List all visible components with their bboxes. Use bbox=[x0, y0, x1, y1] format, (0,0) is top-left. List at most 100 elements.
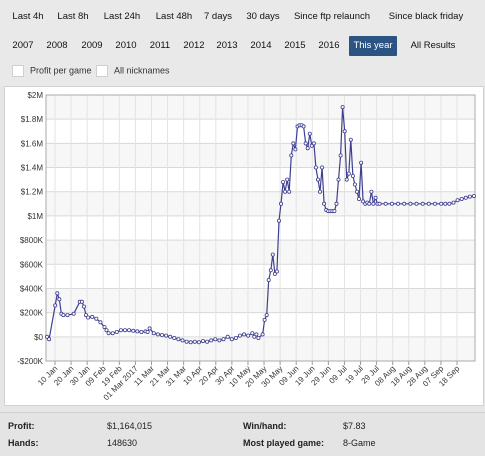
data-point bbox=[246, 333, 251, 338]
data-point bbox=[86, 315, 91, 320]
data-point bbox=[164, 333, 169, 338]
stats-panel: Profit: $1,164,015 Hands: 148630 Win/han… bbox=[0, 412, 485, 456]
data-point bbox=[338, 153, 343, 158]
data-point bbox=[256, 335, 261, 340]
data-point bbox=[53, 303, 58, 308]
data-point bbox=[377, 201, 382, 206]
data-point bbox=[159, 332, 164, 337]
data-point bbox=[123, 328, 128, 333]
filter-since-ftp-relaunch[interactable]: Since ftp relaunch bbox=[293, 11, 371, 22]
data-point bbox=[135, 329, 140, 334]
data-point bbox=[320, 165, 325, 170]
data-point bbox=[118, 328, 123, 333]
data-point bbox=[114, 329, 119, 334]
profit-per-game-label: Profit per game bbox=[30, 65, 92, 76]
data-point bbox=[217, 338, 222, 343]
filter-7-days[interactable]: 7 days bbox=[204, 11, 232, 22]
data-point bbox=[348, 137, 353, 142]
profit-value: $1,164,015 bbox=[107, 421, 153, 431]
data-point bbox=[151, 331, 156, 336]
data-point bbox=[367, 201, 372, 206]
most-played-label: Most played game: bbox=[243, 438, 325, 448]
filter-year-2011[interactable]: 2011 bbox=[149, 40, 171, 51]
filter-year-2009[interactable]: 2009 bbox=[81, 40, 103, 51]
profit-per-game-checkbox[interactable]: Profit per game bbox=[12, 65, 92, 77]
data-point bbox=[237, 333, 242, 338]
winhand-label: Win/hand: bbox=[243, 421, 287, 431]
all-nicknames-checkbox[interactable]: All nicknames bbox=[96, 65, 170, 77]
data-point bbox=[383, 201, 388, 206]
filter-year-2008[interactable]: 2008 bbox=[46, 40, 68, 51]
y-tick-label: $1.2M bbox=[21, 188, 44, 197]
y-tick-label: -$200K bbox=[17, 357, 43, 366]
data-point bbox=[471, 194, 476, 199]
filter-30-days[interactable]: 30 days bbox=[246, 11, 280, 22]
plot-band bbox=[46, 215, 475, 241]
filter-year-2015[interactable]: 2015 bbox=[284, 40, 306, 51]
plot-band bbox=[46, 167, 475, 192]
data-point bbox=[205, 339, 210, 344]
y-tick-label: $1.6M bbox=[21, 139, 44, 148]
data-point bbox=[293, 147, 298, 152]
data-point bbox=[110, 331, 115, 336]
filter-year-2014[interactable]: 2014 bbox=[250, 40, 272, 51]
data-point bbox=[336, 177, 341, 182]
data-point bbox=[395, 201, 400, 206]
filter-year-2016[interactable]: 2016 bbox=[318, 40, 340, 51]
data-point bbox=[98, 320, 103, 325]
filter-last-48h[interactable]: Last 48h bbox=[155, 11, 193, 22]
filter-all-results[interactable]: All Results bbox=[410, 40, 456, 51]
data-point bbox=[283, 189, 288, 194]
filter-this-year[interactable]: This year bbox=[349, 36, 397, 56]
data-point bbox=[303, 141, 308, 146]
filter-last-4h[interactable]: Last 4h bbox=[12, 11, 44, 22]
data-point bbox=[55, 291, 60, 296]
data-point bbox=[260, 332, 265, 337]
data-point bbox=[209, 338, 214, 343]
data-point bbox=[61, 313, 66, 318]
plot-border bbox=[45, 94, 476, 362]
data-point bbox=[270, 252, 275, 257]
filter-year-2010[interactable]: 2010 bbox=[115, 40, 137, 51]
filter-bar: Last 4h Last 8h Last 24h Last 48h 7 days… bbox=[0, 0, 485, 86]
profit-chart-panel: $2M $1.8M $1.6M $1.4M $1.2M $1M $800K $600K $400… bbox=[4, 86, 484, 406]
plot-band bbox=[46, 336, 475, 361]
filter-year-2012[interactable]: 2012 bbox=[183, 40, 205, 51]
data-point bbox=[213, 337, 218, 342]
data-point bbox=[420, 201, 425, 206]
data-point bbox=[57, 297, 62, 302]
checkbox-box[interactable] bbox=[12, 65, 24, 77]
data-point bbox=[184, 339, 189, 344]
filter-last-24h[interactable]: Last 24h bbox=[103, 11, 141, 22]
filter-year-2013[interactable]: 2013 bbox=[216, 40, 238, 51]
data-point bbox=[155, 332, 160, 337]
y-tick-label: $2M bbox=[27, 91, 43, 100]
data-point bbox=[90, 314, 95, 319]
y-tick-label: $800K bbox=[20, 236, 44, 245]
data-point bbox=[340, 105, 345, 110]
data-point bbox=[301, 124, 306, 129]
data-point bbox=[139, 329, 144, 334]
checkbox-box[interactable] bbox=[96, 65, 108, 77]
filter-year-2007[interactable]: 2007 bbox=[12, 40, 34, 51]
filter-last-8h[interactable]: Last 8h bbox=[57, 11, 89, 22]
data-point bbox=[443, 201, 448, 206]
data-point bbox=[447, 201, 452, 206]
y-tick-label: $600K bbox=[20, 260, 44, 269]
plot-band bbox=[46, 288, 475, 313]
data-point bbox=[233, 335, 238, 340]
data-point bbox=[307, 131, 312, 136]
data-point bbox=[344, 177, 349, 182]
y-tick-label: $200K bbox=[20, 309, 44, 318]
data-point bbox=[322, 201, 327, 206]
data-point bbox=[342, 129, 347, 134]
data-point bbox=[467, 194, 472, 199]
data-point bbox=[147, 326, 152, 331]
data-point bbox=[84, 313, 89, 318]
filter-since-black-friday[interactable]: Since black friday bbox=[388, 11, 464, 22]
data-point bbox=[289, 153, 294, 158]
data-point bbox=[131, 328, 136, 333]
data-point bbox=[47, 337, 52, 342]
data-point bbox=[274, 269, 279, 274]
data-point bbox=[104, 328, 109, 333]
